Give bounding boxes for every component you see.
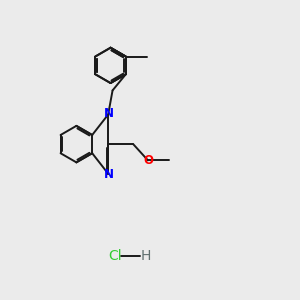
Text: O: O <box>143 154 153 167</box>
Text: N: N <box>103 107 113 120</box>
Text: Cl: Cl <box>108 249 122 263</box>
Text: H: H <box>140 249 151 263</box>
Text: N: N <box>103 168 113 181</box>
